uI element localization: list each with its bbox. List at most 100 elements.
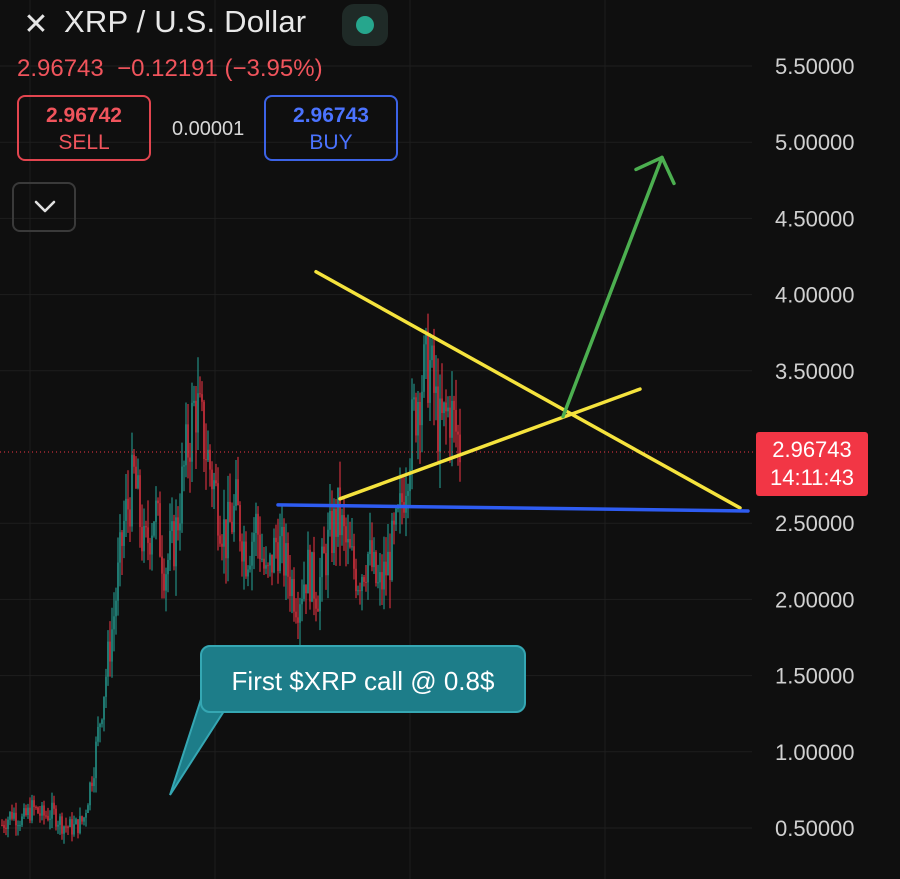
- candle-body: [231, 521, 233, 533]
- candle-body: [343, 515, 345, 527]
- candle-body: [123, 520, 125, 546]
- candle-body: [109, 641, 111, 662]
- expand-dropdown-button[interactable]: [12, 182, 76, 232]
- candle-body: [335, 508, 337, 537]
- candle-body: [93, 778, 95, 787]
- candle-body: [369, 540, 371, 554]
- candle-body: [15, 812, 17, 826]
- candle-body: [27, 807, 29, 816]
- price-tick-label: 3.50000: [775, 359, 855, 384]
- candle-body: [211, 469, 213, 490]
- candle-body: [257, 513, 259, 535]
- candle-body: [21, 816, 23, 826]
- candle-body: [417, 401, 419, 436]
- candle-body: [197, 393, 199, 433]
- candle-body: [193, 400, 195, 403]
- candle-body: [89, 782, 91, 806]
- candle-body: [61, 816, 63, 834]
- candle-body: [105, 676, 107, 697]
- candle-body: [13, 812, 15, 819]
- candle-body: [143, 526, 145, 552]
- candle-body: [341, 515, 343, 536]
- candle-body: [95, 741, 97, 779]
- sell-button[interactable]: 2.96742 SELL: [17, 95, 151, 161]
- candle-body: [361, 577, 363, 592]
- arrow-shaft: [561, 155, 664, 419]
- candle-body: [55, 808, 57, 827]
- candle-body: [213, 480, 215, 490]
- candle-body: [127, 498, 129, 510]
- candle-body: [203, 401, 205, 460]
- current-price-tag: 2.96743 14:11:43: [756, 432, 868, 496]
- candle-body: [153, 521, 155, 536]
- candle-body: [383, 561, 385, 590]
- candle-body: [405, 495, 407, 513]
- candle-body: [75, 819, 77, 825]
- market-status-button[interactable]: [342, 4, 388, 46]
- candle-body: [99, 724, 101, 727]
- price-tick-label: 2.50000: [775, 511, 855, 536]
- candle-body: [141, 527, 143, 552]
- candle-body: [283, 526, 285, 576]
- candle-body: [83, 817, 85, 822]
- candle-body: [311, 552, 313, 602]
- candle-body: [73, 824, 75, 835]
- candle-body: [251, 541, 253, 566]
- price-axis[interactable]: 5.50000 5.00000 4.50000 4.00000 3.50000 2.500…: [775, 54, 855, 841]
- price-tick-label: 4.50000: [775, 206, 855, 231]
- price-tick-label: 1.00000: [775, 740, 855, 765]
- candle-body: [421, 391, 423, 426]
- candle-body: [49, 818, 51, 820]
- symbol-title: XRP / U.S. Dollar: [64, 4, 307, 39]
- candle-body: [355, 568, 357, 592]
- buy-button[interactable]: 2.96743 BUY: [264, 95, 398, 161]
- candle-body: [415, 397, 417, 436]
- candle-body: [325, 553, 327, 576]
- chevron-down-icon: [34, 200, 56, 213]
- candle-body: [449, 407, 451, 438]
- candle-body: [323, 546, 325, 554]
- candle-body: [107, 641, 109, 677]
- candle-body: [167, 559, 169, 575]
- candle-body: [181, 466, 183, 524]
- candle-body: [441, 398, 443, 414]
- candle-body: [115, 600, 117, 617]
- candle-body: [349, 538, 351, 548]
- close-icon[interactable]: ✕: [23, 8, 49, 41]
- candle-body: [227, 501, 229, 559]
- candle-body: [401, 493, 403, 503]
- candle-body: [287, 543, 289, 577]
- candle-body: [411, 399, 413, 470]
- candle-body: [237, 479, 239, 506]
- candle-body: [359, 590, 361, 592]
- bar-countdown: 14:11:43: [769, 465, 854, 490]
- candle-body: [121, 532, 123, 546]
- candle-body: [313, 552, 315, 599]
- candle-body: [399, 493, 401, 509]
- candle-body: [39, 813, 41, 816]
- candle-body: [345, 526, 347, 543]
- candle-body: [259, 534, 261, 560]
- candle-body: [245, 541, 247, 577]
- candle-body: [319, 577, 321, 612]
- candle-body: [219, 535, 221, 544]
- candle-body: [255, 513, 257, 533]
- candle-body: [179, 523, 181, 531]
- candle-body: [437, 386, 439, 452]
- candle-body: [221, 543, 223, 547]
- candle-body: [357, 590, 359, 592]
- candle-body: [41, 805, 43, 816]
- candle-body: [247, 569, 249, 577]
- candle-body: [223, 519, 225, 547]
- candle-body: [217, 483, 219, 536]
- candle-body: [303, 584, 305, 599]
- candle-body: [239, 505, 241, 542]
- symbol-header: ✕ XRP / U.S. Dollar 2.96743 −0.12191 (−3…: [0, 0, 760, 240]
- candle-body: [443, 402, 445, 414]
- candle-body: [135, 466, 137, 489]
- candle-body: [149, 542, 151, 555]
- candle-body: [37, 807, 39, 814]
- candle-body: [195, 400, 197, 433]
- candle-body: [229, 501, 231, 522]
